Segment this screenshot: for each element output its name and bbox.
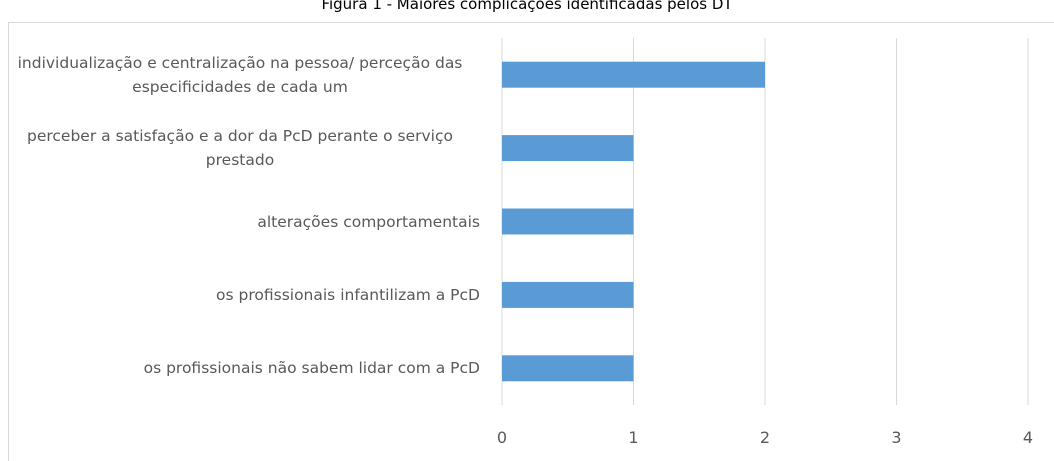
bar [502,208,634,235]
bar [502,355,634,382]
y-tick-label: individualização e centralização na pess… [17,53,463,96]
x-tick-label: 3 [891,428,901,447]
bar [502,135,634,162]
y-tick-label: perceber a satisfação e a dor da PcD per… [27,127,453,170]
y-tick-label: os profissionais não sabem lidar com a P… [143,359,480,378]
bar [502,281,634,308]
y-tick-label: os profissionais infantilizam a PcD [216,285,480,304]
x-tick-label: 0 [497,428,507,447]
chart-title: Figura 1 - Maiores complicações identifi… [321,0,733,13]
x-tick-label: 4 [1023,428,1033,447]
chart-border [8,22,1054,461]
bar [502,61,765,88]
x-tick-label: 2 [760,428,770,447]
x-tick-label: 1 [628,428,638,447]
y-tick-label: alterações comportamentais [257,212,480,231]
